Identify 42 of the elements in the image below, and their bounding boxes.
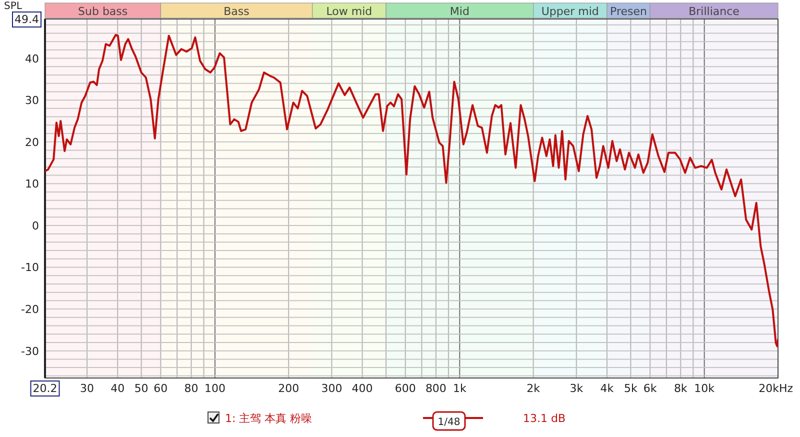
x-tick-label: 50	[134, 382, 148, 395]
y-tick-label: 0	[32, 219, 39, 232]
y-tick-label: 10	[25, 178, 39, 191]
x-tick-label: 5k	[624, 382, 638, 395]
x-tick-label: 100	[204, 382, 226, 395]
x-tick-label: 400	[352, 382, 373, 395]
y-axis-title: SPL	[4, 1, 22, 12]
x-tick-label: 300	[321, 382, 342, 395]
y-tick-label: 49.4	[14, 13, 39, 26]
x-tick-label: 30	[80, 382, 94, 395]
x-tick-label: 1k	[452, 382, 467, 395]
x-tick-label: 200	[278, 382, 300, 395]
band-label: Sub bass	[78, 5, 128, 18]
x-tick-label: 40	[110, 382, 125, 395]
y-tick-label: 40	[25, 52, 39, 66]
y-tick-label: -20	[21, 303, 39, 316]
x-tick-label: 6k	[643, 382, 658, 395]
text: 1: 主驾 本真 粉噪	[225, 412, 312, 425]
y-tick-label: 20	[25, 136, 39, 149]
text: 13.1 dB	[523, 412, 566, 425]
x-tick-label: 20.2	[32, 382, 58, 395]
x-tick-label: 60	[154, 382, 168, 395]
y-tick-label: -10	[21, 261, 39, 274]
x-tick-label: 600	[394, 382, 416, 395]
x-tick-label: 80	[184, 382, 198, 395]
x-tick-label: 4k	[600, 382, 614, 395]
x-tick-label: 8k	[674, 382, 688, 395]
band-label: Bass	[224, 5, 250, 18]
band-label: Brilliance	[688, 5, 740, 18]
y-tick-label: 30	[25, 94, 39, 108]
x-tick-label: 20k	[758, 382, 780, 395]
y-tick-label: -30	[21, 344, 39, 358]
band-label: Upper mid	[541, 5, 599, 18]
band-label: Low mid	[326, 5, 372, 18]
band-label: Presen	[610, 5, 648, 18]
x-axis-title: Hz	[779, 382, 794, 395]
x-tick-label: 2k	[526, 382, 541, 395]
x-tick-label: 3k	[570, 382, 584, 395]
band-label: Mid	[450, 5, 470, 18]
x-tick-label: 10k	[694, 382, 716, 395]
x-tick-label: 800	[425, 382, 446, 395]
text: 1/48	[438, 417, 460, 428]
